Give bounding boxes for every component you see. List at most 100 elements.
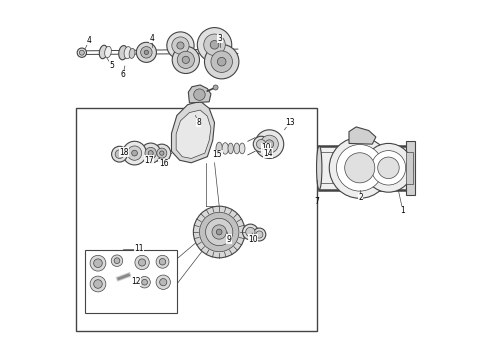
Text: 4: 4 [149,34,154,43]
Circle shape [260,135,278,153]
Circle shape [90,255,106,271]
Circle shape [79,50,84,55]
Text: 15: 15 [213,150,222,159]
Polygon shape [188,85,211,103]
Circle shape [204,34,225,55]
Circle shape [371,150,406,185]
Polygon shape [176,110,211,158]
Circle shape [156,255,169,268]
Circle shape [256,139,266,149]
Ellipse shape [99,45,107,59]
Text: 10: 10 [248,235,258,244]
Text: 2: 2 [358,193,363,202]
Circle shape [245,227,255,237]
Polygon shape [406,140,416,195]
Text: 1: 1 [400,206,405,215]
Circle shape [211,51,232,72]
Circle shape [115,150,124,158]
Circle shape [329,137,390,198]
Circle shape [159,258,166,265]
Text: 9: 9 [226,235,231,244]
Circle shape [243,224,258,240]
Circle shape [77,48,87,57]
Ellipse shape [234,143,240,154]
Circle shape [213,85,218,90]
Circle shape [344,153,375,183]
Circle shape [90,276,106,292]
Polygon shape [172,101,215,163]
Circle shape [139,259,146,266]
Polygon shape [318,146,410,190]
Circle shape [122,141,147,165]
Text: 16: 16 [159,159,169,168]
Ellipse shape [239,143,245,154]
Circle shape [111,255,122,266]
Polygon shape [349,127,376,144]
Ellipse shape [105,46,111,58]
Circle shape [197,28,232,62]
Text: 13: 13 [285,118,294,127]
Text: 7: 7 [314,197,319,206]
Text: 17: 17 [144,156,154,165]
Circle shape [212,225,226,239]
Ellipse shape [222,143,228,154]
Circle shape [94,259,102,267]
Text: 6: 6 [121,71,125,80]
Circle shape [127,146,142,160]
Circle shape [216,229,222,235]
Text: 8: 8 [196,118,201,127]
Polygon shape [406,152,413,184]
Circle shape [160,151,164,155]
Circle shape [112,146,127,162]
Circle shape [160,279,167,286]
Circle shape [156,275,171,289]
Circle shape [177,51,195,68]
Circle shape [205,219,233,246]
Bar [85,249,177,314]
Circle shape [255,130,284,158]
Circle shape [141,143,161,163]
Circle shape [194,206,245,258]
Circle shape [153,144,171,162]
Circle shape [177,42,184,49]
Circle shape [172,46,199,73]
Text: 12: 12 [132,276,141,285]
Text: 10: 10 [261,143,270,152]
Circle shape [253,228,266,241]
Circle shape [145,147,156,159]
Text: 18: 18 [119,148,128,157]
Circle shape [194,89,205,100]
Circle shape [182,56,190,63]
Circle shape [139,276,150,288]
Ellipse shape [124,47,131,59]
Circle shape [114,258,120,264]
Circle shape [157,148,167,158]
Circle shape [378,157,399,179]
Circle shape [218,57,226,66]
Text: 11: 11 [134,244,144,253]
Circle shape [172,37,189,54]
Circle shape [142,279,147,285]
Circle shape [167,32,194,59]
Circle shape [265,140,274,148]
Text: 3: 3 [218,34,222,43]
Ellipse shape [228,143,233,154]
Circle shape [144,50,148,54]
Circle shape [256,231,263,238]
Text: 14: 14 [264,149,273,158]
Circle shape [141,46,152,58]
Circle shape [135,255,149,270]
Circle shape [337,144,383,191]
Ellipse shape [216,142,222,155]
Circle shape [132,150,137,156]
Circle shape [210,41,219,49]
Circle shape [148,150,153,156]
Text: 5: 5 [109,61,114,70]
Ellipse shape [129,49,135,58]
Circle shape [136,42,156,62]
Text: 4: 4 [87,36,92,45]
Ellipse shape [317,146,322,190]
Circle shape [199,212,239,252]
Circle shape [253,136,269,152]
Circle shape [204,44,239,79]
